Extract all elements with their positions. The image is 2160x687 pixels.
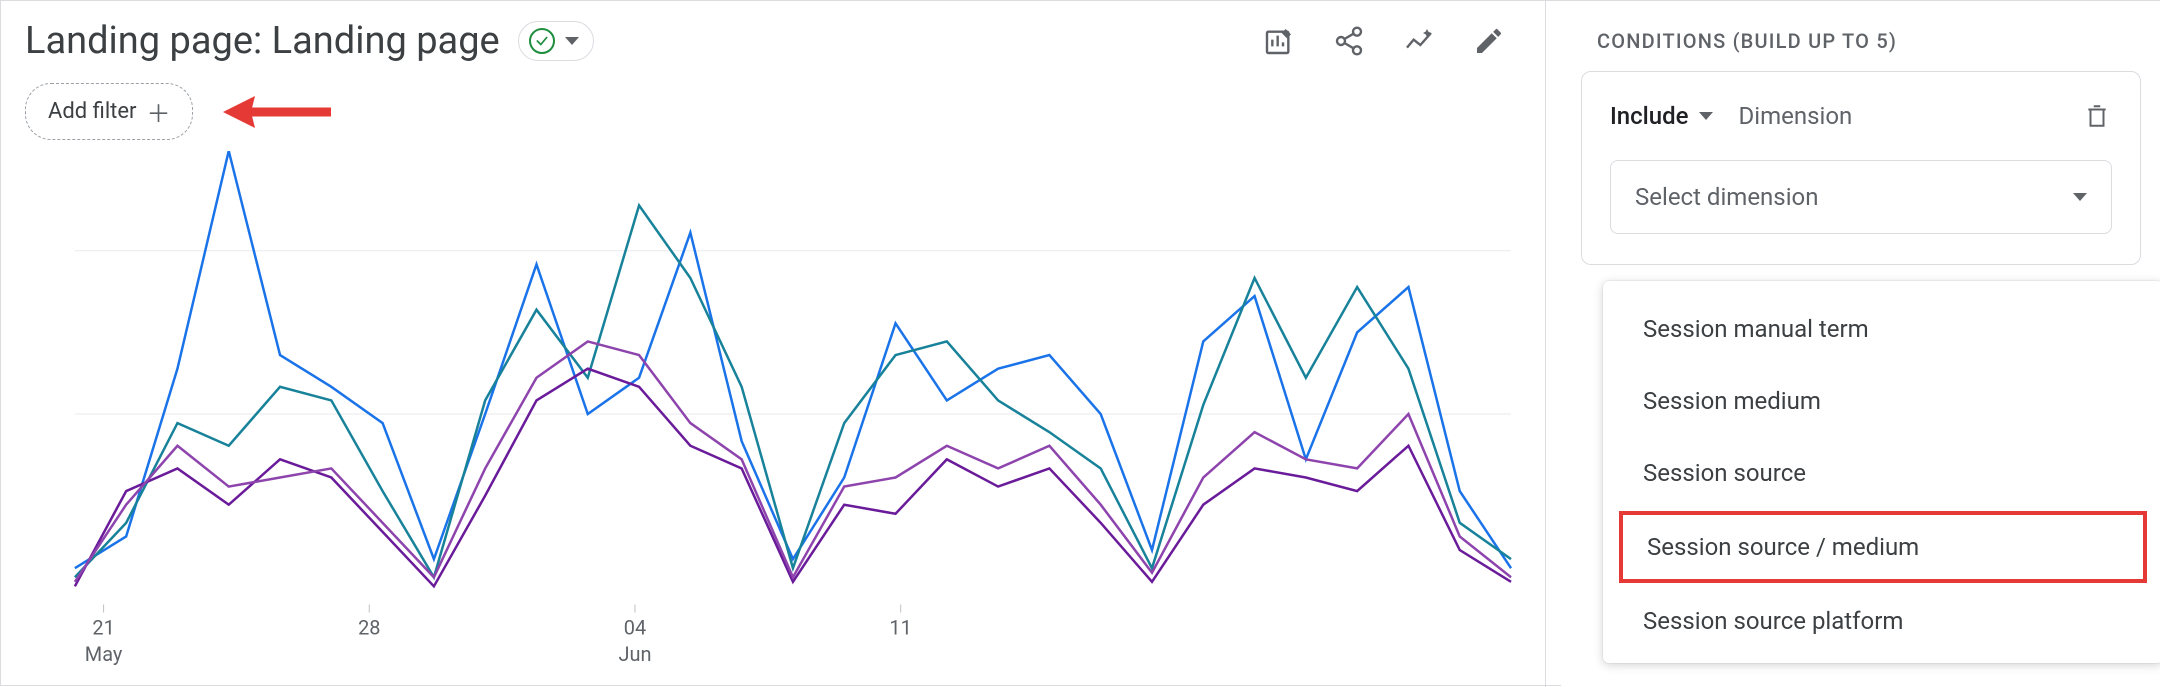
svg-text:21: 21 <box>92 616 114 640</box>
dimension-label: Dimension <box>1739 102 1853 130</box>
add-filter-label: Add filter <box>48 99 136 124</box>
plus-icon: ＋ <box>146 94 170 129</box>
line-chart: 21May 28 04Jun 11 <box>25 151 1521 675</box>
condition-top-row: Include Dimension <box>1610 102 2112 130</box>
conditions-header: CONDITIONS (BUILD UP TO 5) <box>1561 1 2160 71</box>
status-dropdown[interactable] <box>518 21 594 61</box>
svg-text:May: May <box>85 642 123 666</box>
svg-text:04: 04 <box>624 616 646 640</box>
filter-bar: Add filter ＋ <box>1 73 1545 158</box>
chevron-down-icon <box>2073 193 2087 201</box>
condition-card: Include Dimension Select dimension <box>1581 71 2141 265</box>
conditions-panel: CONDITIONS (BUILD UP TO 5) Include Dimen… <box>1561 1 2160 687</box>
dimension-select[interactable]: Select dimension <box>1610 160 2112 234</box>
customize-report-icon[interactable] <box>1263 25 1295 57</box>
svg-text:11: 11 <box>889 616 911 640</box>
svg-text:28: 28 <box>358 616 380 640</box>
share-icon[interactable] <box>1333 25 1365 57</box>
dimension-option[interactable]: Session manual term <box>1603 293 2160 365</box>
include-label: Include <box>1610 102 1689 130</box>
insights-icon[interactable] <box>1403 25 1435 57</box>
edit-icon[interactable] <box>1473 25 1505 57</box>
check-icon <box>529 28 555 54</box>
chevron-down-icon <box>1699 112 1713 120</box>
dimension-option[interactable]: Session source / medium <box>1619 511 2147 583</box>
report-toolbar <box>1263 25 1505 57</box>
chevron-down-icon <box>565 37 579 45</box>
delete-condition-button[interactable] <box>2084 102 2112 130</box>
add-filter-button[interactable]: Add filter ＋ <box>25 83 193 140</box>
dimension-option[interactable]: Session medium <box>1603 365 2160 437</box>
include-dropdown[interactable]: Include <box>1610 102 1713 130</box>
dimension-placeholder: Select dimension <box>1635 183 1818 211</box>
dimension-dropdown-list: Session manual termSession mediumSession… <box>1603 281 2160 663</box>
page-title: Landing page: Landing page <box>25 19 500 63</box>
svg-text:Jun: Jun <box>618 642 651 666</box>
annotation-arrow <box>223 92 333 132</box>
dimension-option[interactable]: Session source <box>1603 437 2160 509</box>
dimension-option[interactable]: Session source platform <box>1603 585 2160 657</box>
main-report-area: Landing page: Landing page <box>1 1 1546 687</box>
